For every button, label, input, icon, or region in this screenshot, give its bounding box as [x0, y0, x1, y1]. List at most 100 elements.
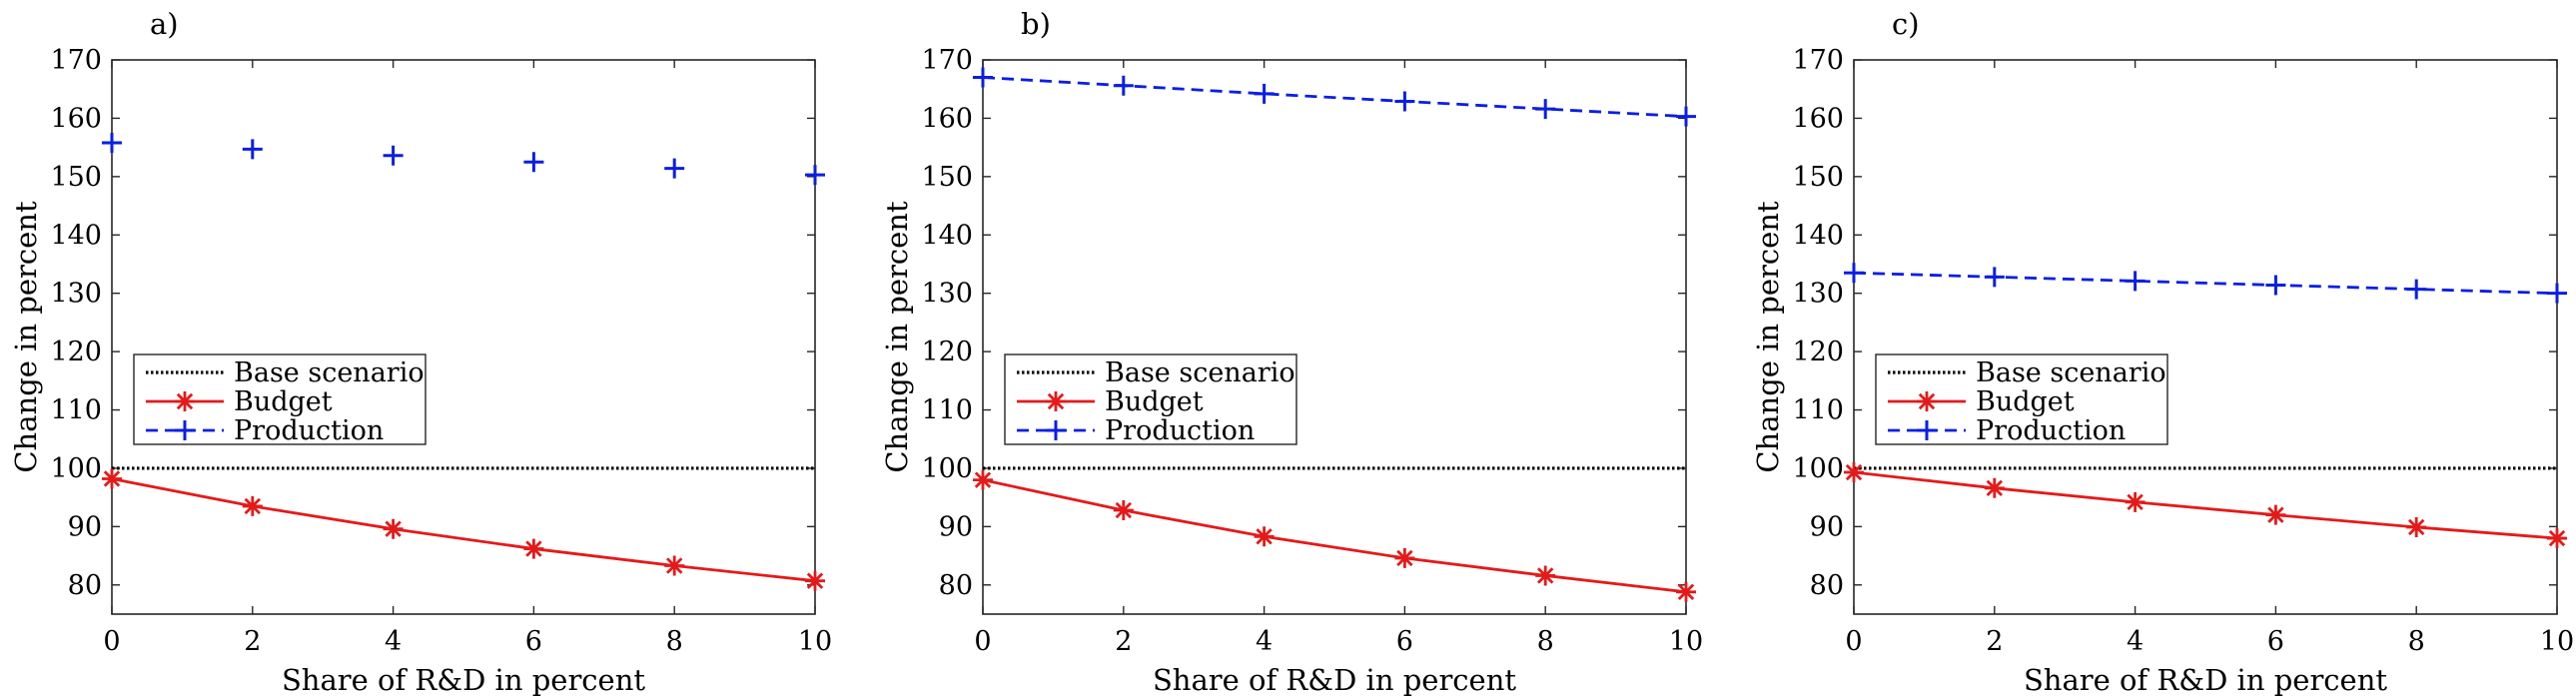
- x-tick-label: 0: [103, 626, 120, 657]
- production-point: [2265, 275, 2286, 296]
- y-tick-label: 90: [1810, 511, 1844, 542]
- budget-point: [1984, 477, 2005, 498]
- production-line: [1853, 271, 2558, 296]
- legend-marker-production: [1046, 420, 1066, 440]
- budget-line: [111, 477, 816, 583]
- legend-label-production: Production: [1105, 415, 1255, 446]
- production-point: [1984, 267, 2005, 288]
- y-axis-label: Change in percent: [9, 201, 43, 473]
- x-tick-label: 0: [974, 626, 991, 657]
- production-point: [1113, 75, 1134, 96]
- budget-point: [805, 570, 825, 591]
- budget-point: [1844, 462, 1864, 483]
- production-point: [2547, 283, 2567, 304]
- x-axis-label: Share of R&D in percent: [1153, 663, 1516, 697]
- y-tick-label: 90: [939, 511, 973, 542]
- y-tick-label: 160: [921, 103, 973, 134]
- x-tick-label: 10: [798, 626, 832, 657]
- x-tick-label: 4: [1256, 626, 1273, 657]
- x-tick-label: 2: [1986, 626, 2003, 657]
- y-tick-label: 100: [50, 453, 102, 484]
- x-tick-label: 2: [244, 626, 261, 657]
- x-tick-label: 0: [1845, 626, 1862, 657]
- budget-point: [1254, 526, 1275, 547]
- production-line: [982, 76, 1687, 119]
- production-point: [1535, 99, 1556, 120]
- y-tick-label: 110: [921, 395, 973, 426]
- legend-label-budget: Budget: [1105, 386, 1204, 417]
- y-tick-label: 160: [1792, 103, 1844, 134]
- legend-label-budget: Budget: [234, 386, 333, 417]
- production-point: [1254, 83, 1275, 104]
- production-point: [664, 158, 685, 179]
- budget-point: [383, 518, 404, 539]
- budget-point: [2547, 528, 2567, 549]
- y-tick-label: 130: [1792, 279, 1844, 310]
- x-tick-label: 6: [2267, 626, 2284, 657]
- y-tick-label: 150: [921, 162, 973, 193]
- x-tick-label: 8: [666, 626, 683, 657]
- plot-frame: [111, 59, 816, 615]
- budget-point: [102, 468, 122, 489]
- legend-label-budget: Budget: [1976, 386, 2075, 417]
- legend-label-base-scenario: Base scenario: [234, 357, 425, 388]
- y-tick-label: 110: [50, 395, 102, 426]
- x-axis-label: Share of R&D in percent: [282, 663, 645, 697]
- x-tick-label: 4: [2127, 626, 2144, 657]
- x-tick-label: 6: [1396, 626, 1413, 657]
- y-tick-label: 150: [50, 162, 102, 193]
- production-point: [1394, 91, 1415, 112]
- budget-point: [2125, 491, 2146, 512]
- budget-line: [982, 478, 1687, 594]
- production-point: [1676, 106, 1696, 127]
- production-point: [102, 132, 122, 153]
- budget-point: [1676, 581, 1696, 602]
- plot-frame: [982, 59, 1687, 615]
- production-point: [805, 165, 825, 186]
- budget-point: [1394, 547, 1415, 568]
- legend-marker-budget: [1917, 391, 1937, 411]
- legend-label-production: Production: [234, 415, 384, 446]
- x-tick-label: 6: [525, 626, 542, 657]
- y-tick-label: 140: [50, 220, 102, 251]
- y-tick-label: 120: [50, 337, 102, 367]
- chart-panel-3: 80 90 100 110 120 130 140 150 160 170 0 2 4 6 8 10 Share…: [1751, 7, 2574, 697]
- y-tick-label: 120: [921, 337, 973, 367]
- legend-marker-budget: [175, 391, 195, 411]
- y-axis-label: Change in percent: [880, 201, 914, 473]
- y-tick-label: 80: [68, 570, 102, 601]
- y-tick-label: 170: [921, 45, 973, 76]
- production-point: [242, 139, 263, 160]
- budget-point: [973, 469, 993, 490]
- budget-point: [523, 538, 544, 559]
- legend-label-base-scenario: Base scenario: [1105, 357, 1295, 388]
- x-tick-label: 8: [2408, 626, 2425, 657]
- x-tick-label: 10: [2540, 626, 2574, 657]
- legend-label-base-scenario: Base scenario: [1976, 357, 2166, 388]
- legend-marker-budget: [1046, 391, 1066, 411]
- y-tick-label: 80: [939, 570, 973, 601]
- y-tick-label: 140: [921, 220, 973, 251]
- budget-point: [2406, 516, 2427, 537]
- production-point: [1844, 263, 1864, 284]
- y-tick-label: 80: [1810, 570, 1844, 601]
- y-tick-label: 100: [1792, 453, 1844, 484]
- production-point: [383, 145, 404, 166]
- y-tick-label: 100: [921, 453, 973, 484]
- x-axis-label: Share of R&D in percent: [2024, 663, 2387, 697]
- production-point: [523, 152, 544, 173]
- x-tick-label: 4: [385, 626, 402, 657]
- panel-label: c): [1892, 7, 1920, 41]
- y-tick-label: 160: [50, 103, 102, 134]
- y-tick-label: 130: [921, 279, 973, 310]
- x-tick-label: 10: [1669, 626, 1703, 657]
- plot-frame: [1853, 59, 2558, 615]
- production-point: [2406, 279, 2427, 300]
- y-tick-label: 120: [1792, 337, 1844, 367]
- budget-point: [2265, 504, 2286, 525]
- y-tick-label: 170: [50, 45, 102, 76]
- x-tick-label: 2: [1115, 626, 1132, 657]
- y-tick-label: 90: [68, 511, 102, 542]
